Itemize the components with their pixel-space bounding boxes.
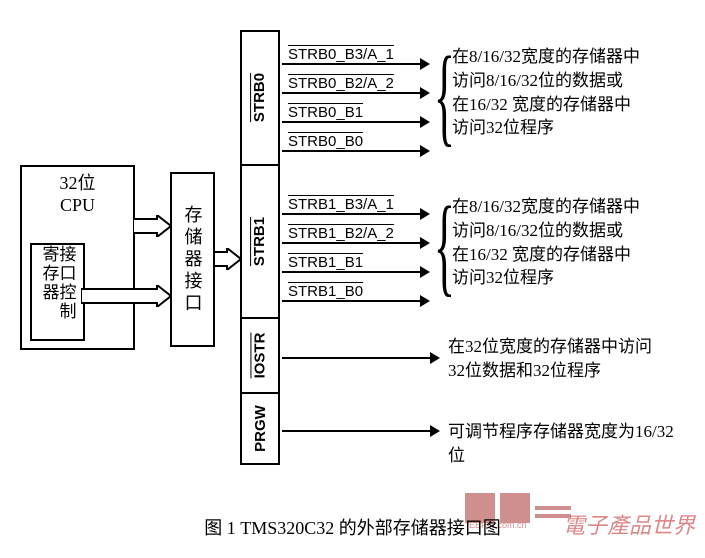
section-strb0-label: STRB0 (252, 73, 269, 122)
signal-section-block: STRB0 STRB1 IOSTR PRGW (240, 30, 280, 465)
desc-prgw: 可调节程序存储器宽度为16/32位 (448, 420, 685, 468)
arrow-head-icon (420, 145, 430, 157)
section-strb1-label: STRB1 (252, 217, 269, 266)
signal-label: STRB0_B2/A_2 (288, 75, 394, 92)
arrow-line (282, 92, 422, 94)
cpu-block: 32位 CPU 接口控制寄存器 (20, 165, 135, 350)
arrow-head-icon (420, 208, 430, 220)
section-strb1: STRB1 (242, 166, 278, 320)
arrow-line (282, 63, 422, 65)
arrow-head-icon (420, 237, 430, 249)
arrow-memif-to-bigblock (213, 248, 243, 270)
cpu-label-line1: 32位 (22, 173, 133, 195)
section-iostr-label: IOSTR (252, 333, 269, 379)
signal-label: STRB1_B2/A_2 (288, 225, 394, 242)
arrow-head-icon (420, 266, 430, 278)
arrow-reg-to-memif (81, 285, 173, 307)
cpu-label-line2: CPU (22, 195, 133, 217)
arrow-line (282, 242, 422, 244)
figure-caption: 图 1 TMS320C32 的外部存储器接口图 (0, 514, 705, 540)
iostr-arrow-head-icon (430, 352, 440, 364)
desc-iostr: 在32位宽度的存储器中访问 32位数据和32位程序 (448, 335, 652, 383)
signal-label: STRB0_B0 (288, 133, 363, 150)
signal-label: STRB0_B3/A_1 (288, 46, 394, 63)
arrow-head-icon (420, 58, 430, 70)
signal-label: STRB1_B0 (288, 283, 363, 300)
iostr-arrow-line (282, 357, 432, 359)
arrow-line (282, 121, 422, 123)
prgw-arrow-line (282, 430, 432, 432)
memory-interface-label: 存储器接口 (180, 205, 206, 315)
arrow-line (282, 271, 422, 273)
desc-strb0: 在8/16/32宽度的存储器中 访问8/16/32位的数据或 在16/32 宽度… (452, 45, 640, 140)
arrow-head-icon (420, 116, 430, 128)
diagram-root: 32位 CPU 接口控制寄存器 存储器接口 STRB0 STRB1 IOSTR … (20, 30, 685, 500)
arrow-line (282, 213, 422, 215)
arrow-head-icon (420, 87, 430, 99)
arrow-cpu-to-memif-top (133, 215, 173, 237)
arrow-line (282, 150, 422, 152)
memory-interface-block: 存储器接口 (170, 172, 215, 347)
section-iostr: IOSTR (242, 319, 278, 393)
section-prgw-label: PRGW (252, 405, 269, 452)
register-label: 接口控制寄存器 (41, 245, 75, 339)
arrow-line (282, 300, 422, 302)
desc-strb1: 在8/16/32宽度的存储器中 访问8/16/32位的数据或 在16/32 宽度… (452, 195, 640, 290)
section-strb0: STRB0 (242, 32, 278, 166)
signal-label: STRB1_B1 (288, 254, 363, 271)
prgw-arrow-head-icon (430, 425, 440, 437)
cpu-label: 32位 CPU (22, 167, 133, 216)
section-prgw: PRGW (242, 394, 278, 463)
arrow-head-icon (420, 295, 430, 307)
signal-label: STRB1_B3/A_1 (288, 196, 394, 213)
register-block: 接口控制寄存器 (30, 243, 85, 341)
signal-label: STRB0_B1 (288, 104, 363, 121)
